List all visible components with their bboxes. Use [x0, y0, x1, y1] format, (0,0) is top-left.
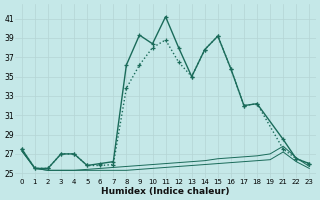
- X-axis label: Humidex (Indice chaleur): Humidex (Indice chaleur): [101, 187, 230, 196]
